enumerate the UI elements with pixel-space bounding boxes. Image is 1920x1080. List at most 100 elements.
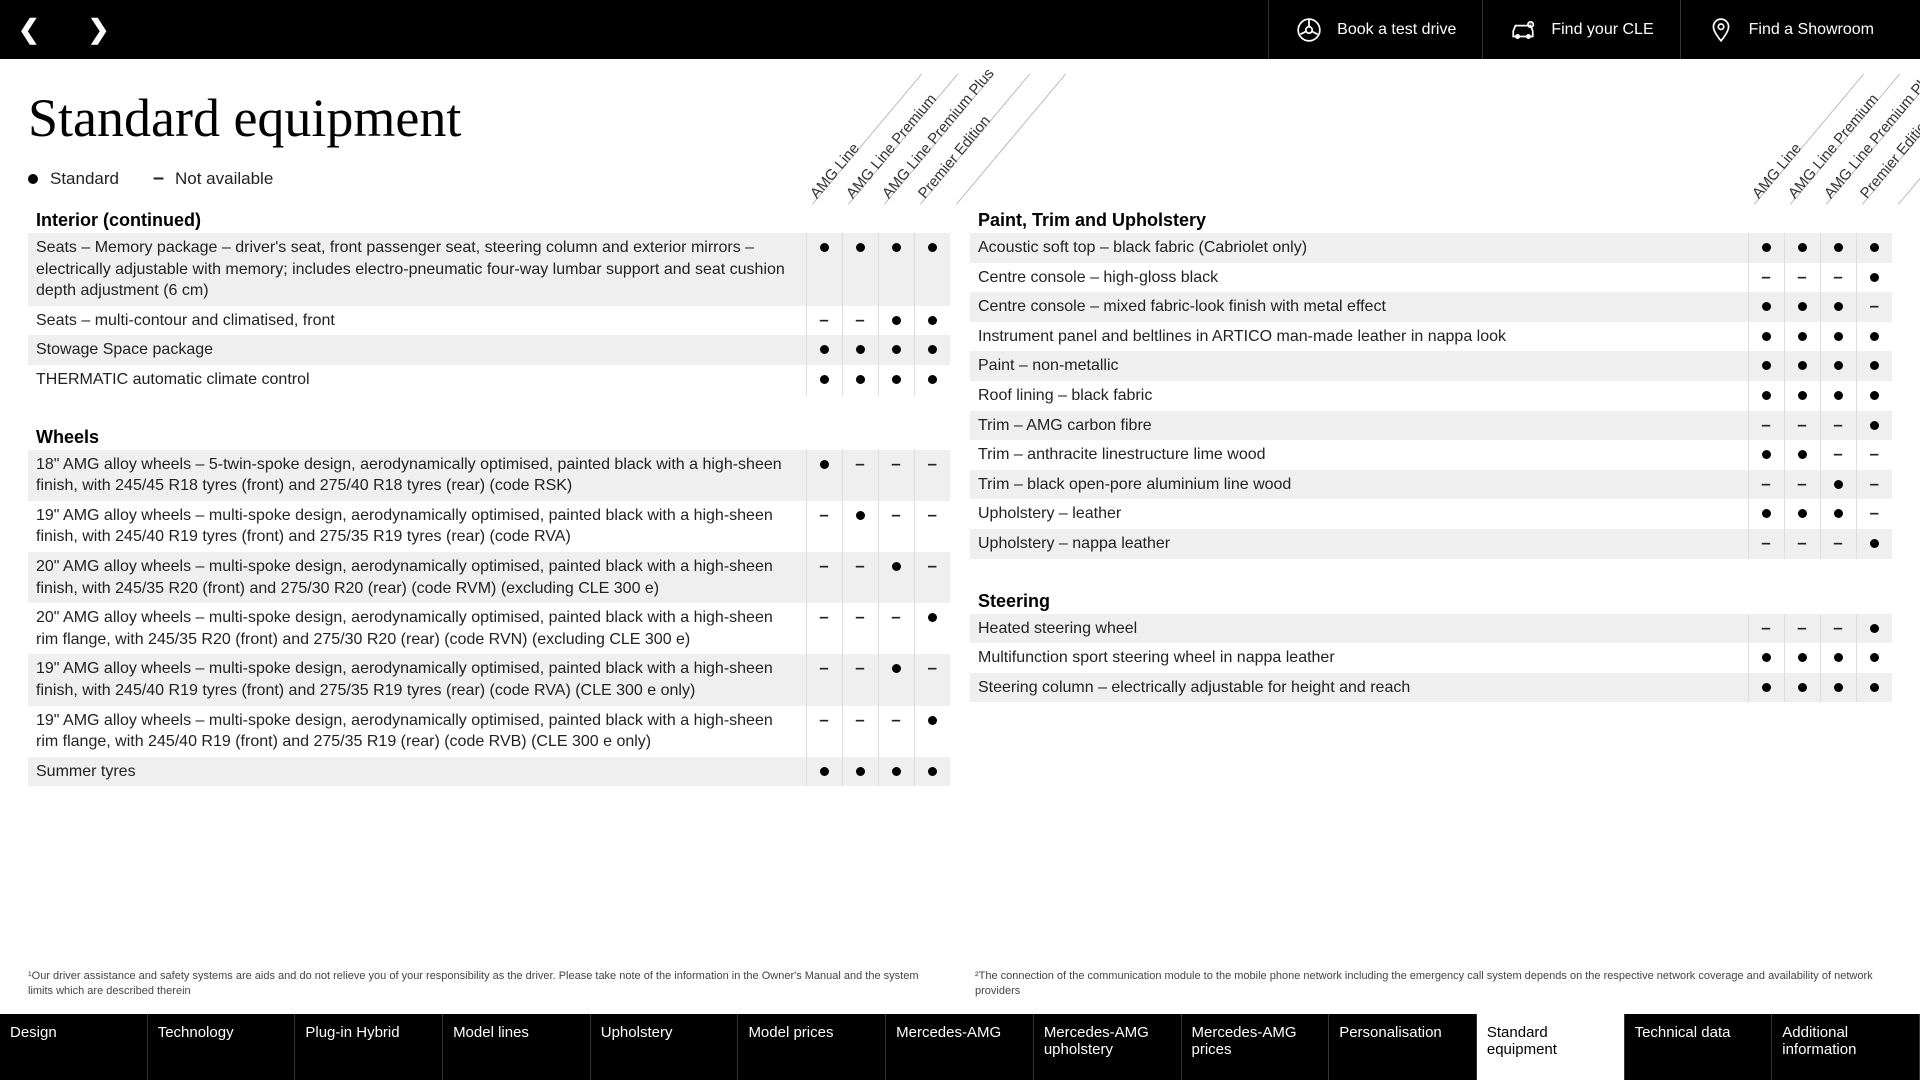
table-row: Seats – multi-contour and climatised, fr…	[28, 306, 950, 336]
row-label: 19" AMG alloy wheels – multi-spoke desig…	[28, 706, 806, 757]
availability-cell	[914, 233, 950, 306]
availability-cell	[1748, 233, 1784, 263]
availability-cell	[1820, 351, 1856, 381]
availability-cell: –	[878, 706, 914, 757]
availability-cell: –	[842, 306, 878, 336]
table-row: Steering column – electrically adjustabl…	[970, 673, 1892, 703]
nav-tab[interactable]: Mercedes-AMG prices	[1182, 1014, 1330, 1080]
availability-cell	[878, 365, 914, 395]
table-row: Centre console – high-gloss black–––	[970, 263, 1892, 293]
table-row: Trim – black open-pore aluminium line wo…	[970, 470, 1892, 500]
topbar: ❮ ❯ Book a test drive ?Find your CLE Find …	[0, 0, 1920, 59]
availability-cell: –	[1820, 529, 1856, 559]
availability-cell: –	[1820, 614, 1856, 644]
legend-standard: Standard	[28, 169, 119, 189]
availability-cell: –	[1856, 499, 1892, 529]
nav-tab[interactable]: Model prices	[738, 1014, 886, 1080]
top-action-label: Find a Showroom	[1749, 21, 1874, 39]
nav-tab[interactable]: Design	[0, 1014, 148, 1080]
nav-tab[interactable]: Mercedes-AMG upholstery	[1034, 1014, 1182, 1080]
nav-tab[interactable]: Technology	[148, 1014, 296, 1080]
top-action-1[interactable]: ?Find your CLE	[1482, 0, 1679, 59]
availability-cell: –	[914, 450, 950, 501]
table-row: Acoustic soft top – black fabric (Cabrio…	[970, 233, 1892, 263]
prev-arrow[interactable]: ❮	[18, 14, 40, 45]
availability-cell	[1820, 470, 1856, 500]
availability-cell	[1856, 643, 1892, 673]
nav-tab[interactable]: Standard equipment	[1477, 1014, 1625, 1080]
row-label: 19" AMG alloy wheels – multi-spoke desig…	[28, 501, 806, 552]
availability-cell	[1820, 499, 1856, 529]
availability-cell	[1784, 643, 1820, 673]
availability-cell	[806, 757, 842, 787]
footnote: ²The connection of the communication mod…	[975, 969, 1892, 998]
availability-cell: –	[1784, 263, 1820, 293]
top-action-2[interactable]: Find a Showroom	[1680, 0, 1900, 59]
next-arrow[interactable]: ❯	[88, 14, 110, 45]
availability-cell: –	[1784, 529, 1820, 559]
availability-cell: –	[878, 603, 914, 654]
table-row: Roof lining – black fabric	[970, 381, 1892, 411]
availability-cell	[806, 450, 842, 501]
row-label: 18" AMG alloy wheels – 5-twin-spoke desi…	[28, 450, 806, 501]
availability-cell: –	[878, 450, 914, 501]
row-label: Trim – anthracite linestructure lime woo…	[970, 440, 1748, 470]
availability-cell: –	[806, 552, 842, 603]
row-label: Roof lining – black fabric	[970, 381, 1748, 411]
availability-cell	[1784, 233, 1820, 263]
availability-cell	[1748, 499, 1784, 529]
footnote: ¹Our driver assistance and safety system…	[28, 969, 945, 998]
availability-cell	[878, 233, 914, 306]
availability-cell	[878, 306, 914, 336]
equipment-table: Heated steering wheel–––Multifunction sp…	[970, 614, 1892, 703]
dot-icon	[28, 174, 38, 184]
nav-tab[interactable]: Personalisation	[1329, 1014, 1477, 1080]
row-label: 20" AMG alloy wheels – multi-spoke desig…	[28, 603, 806, 654]
availability-cell	[1856, 322, 1892, 352]
availability-cell	[914, 365, 950, 395]
nav-tab[interactable]: Upholstery	[591, 1014, 739, 1080]
availability-cell	[842, 501, 878, 552]
nav-tab[interactable]: Model lines	[443, 1014, 591, 1080]
table-row: Multifunction sport steering wheel in na…	[970, 643, 1892, 673]
availability-cell: –	[1748, 529, 1784, 559]
nav-tab[interactable]: Additional information	[1772, 1014, 1920, 1080]
availability-cell: –	[842, 552, 878, 603]
table-row: Heated steering wheel–––	[970, 614, 1892, 644]
column-left: AMG LineAMG Line PremiumAMG Line Premium…	[28, 204, 950, 786]
availability-cell	[1856, 529, 1892, 559]
availability-cell	[1820, 292, 1856, 322]
availability-cell	[1748, 673, 1784, 703]
availability-cell	[1784, 499, 1820, 529]
column-right: AMG LineAMG Line PremiumAMG Line Premium…	[970, 204, 1892, 786]
nav-tab[interactable]: Plug-in Hybrid	[295, 1014, 443, 1080]
availability-cell: –	[1820, 411, 1856, 441]
top-action-0[interactable]: Book a test drive	[1268, 0, 1482, 59]
bottom-nav: DesignTechnologyPlug-in HybridModel line…	[0, 1014, 1920, 1080]
availability-cell	[914, 706, 950, 757]
availability-cell	[878, 552, 914, 603]
availability-cell	[1784, 351, 1820, 381]
row-label: Trim – black open-pore aluminium line wo…	[970, 470, 1748, 500]
table-row: Centre console – mixed fabric-look finis…	[970, 292, 1892, 322]
top-action-label: Book a test drive	[1337, 21, 1456, 39]
nav-tab[interactable]: Mercedes-AMG	[886, 1014, 1034, 1080]
availability-cell	[1820, 643, 1856, 673]
pin-icon	[1707, 16, 1735, 44]
availability-cell	[1856, 233, 1892, 263]
row-label: Centre console – high-gloss black	[970, 263, 1748, 293]
legend-na: –Not available	[153, 167, 273, 190]
row-label: Summer tyres	[28, 757, 806, 787]
legend-standard-label: Standard	[50, 169, 119, 188]
availability-cell	[914, 335, 950, 365]
table-row: 19" AMG alloy wheels – multi-spoke desig…	[28, 501, 950, 552]
availability-cell: –	[842, 706, 878, 757]
availability-cell: –	[1748, 470, 1784, 500]
nav-tab[interactable]: Technical data	[1625, 1014, 1773, 1080]
availability-cell	[1820, 322, 1856, 352]
availability-cell	[1784, 673, 1820, 703]
section-title: Interior (continued)	[36, 204, 950, 231]
availability-cell	[914, 603, 950, 654]
top-actions: Book a test drive ?Find your CLE Find a Sh…	[1268, 0, 1900, 59]
availability-cell	[1748, 292, 1784, 322]
